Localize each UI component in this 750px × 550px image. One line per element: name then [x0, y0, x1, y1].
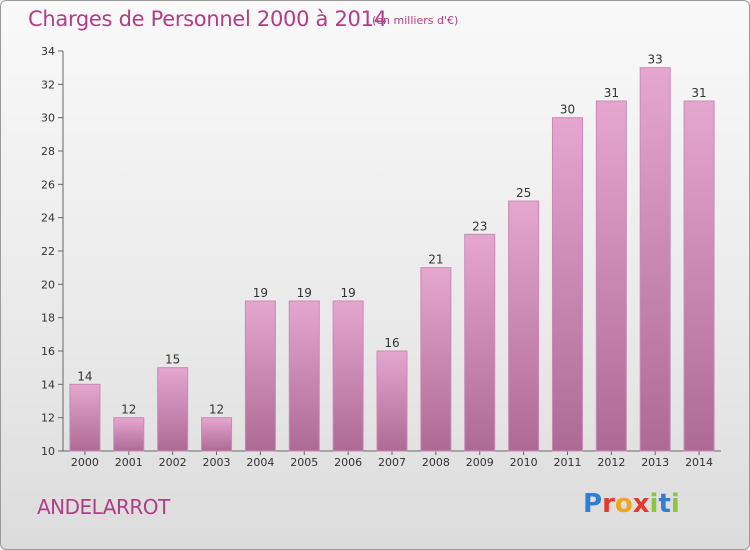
commune-name: ANDELARROT	[37, 495, 170, 519]
bar	[508, 200, 540, 452]
bar	[683, 100, 715, 452]
bar	[332, 300, 364, 452]
bar	[420, 267, 452, 452]
x-tick-label: 2007	[378, 456, 406, 469]
y-tick-label: 10	[41, 445, 55, 458]
y-tick-label: 18	[41, 312, 55, 325]
y-tick-label: 16	[41, 345, 55, 358]
y-tick-label: 24	[41, 212, 55, 225]
proxiti-logo: Proxiti	[583, 489, 680, 519]
bar	[157, 367, 189, 452]
data-label: 31	[691, 86, 706, 100]
bar	[113, 417, 145, 452]
data-label: 33	[648, 53, 663, 67]
x-tick-label: 2014	[685, 456, 713, 469]
y-tick-label: 20	[41, 278, 55, 291]
axes: 10 12 14 16 18 20 22 24 26 28 30 32 34 2000 2001 2002 20…	[41, 45, 721, 469]
y-tick-label: 22	[41, 245, 55, 258]
data-label: 21	[428, 253, 443, 267]
bar	[551, 117, 583, 452]
logo-letter: i	[649, 489, 659, 519]
y-tick-label: 34	[41, 45, 55, 58]
bar	[639, 67, 671, 452]
logo-letter: i	[670, 489, 680, 519]
bar	[69, 383, 101, 452]
x-tick-label: 2004	[246, 456, 274, 469]
logo-letter: o	[614, 489, 633, 519]
logo-letter: x	[632, 489, 650, 519]
data-label: 30	[560, 103, 575, 117]
data-label: 31	[604, 86, 619, 100]
data-label: 12	[209, 403, 224, 417]
logo-letter: P	[583, 489, 603, 519]
x-tick-label: 2003	[203, 456, 231, 469]
data-label: 19	[253, 286, 268, 300]
data-label: 14	[77, 369, 92, 383]
y-tick-label: 12	[41, 412, 55, 425]
bar	[595, 100, 627, 452]
x-tick-label: 2009	[466, 456, 494, 469]
bar	[464, 233, 496, 452]
bar	[201, 417, 233, 452]
data-label: 19	[297, 286, 312, 300]
data-label: 16	[384, 336, 399, 350]
data-label: 15	[165, 353, 180, 367]
x-tick-label: 2005	[290, 456, 318, 469]
x-tick-label: 2013	[641, 456, 669, 469]
x-tick-label: 2006	[334, 456, 362, 469]
x-tick-label: 2002	[159, 456, 187, 469]
bar	[288, 300, 320, 452]
data-label: 25	[516, 186, 531, 200]
y-tick-label: 28	[41, 145, 55, 158]
data-label: 12	[121, 403, 136, 417]
bar	[244, 300, 276, 452]
logo-letter: t	[658, 489, 671, 519]
unit-label: (en milliers d'€)	[372, 14, 459, 27]
data-label: 23	[472, 219, 487, 233]
x-tick-label: 2010	[510, 456, 538, 469]
y-tick-label: 30	[41, 112, 55, 125]
x-tick-label: 2012	[597, 456, 625, 469]
chart-title: Charges de Personnel 2000 à 2014	[28, 7, 387, 31]
x-tick-label: 2011	[553, 456, 581, 469]
bars-group: 14 12 15 12 19 19 19 16 21 23 25 30 31 33 31	[69, 53, 715, 452]
y-tick-label: 14	[41, 378, 55, 391]
logo-letter: r	[602, 489, 615, 519]
bar	[376, 350, 408, 452]
x-tick-label: 2001	[115, 456, 143, 469]
x-tick-label: 2000	[71, 456, 99, 469]
x-tick-label: 2008	[422, 456, 450, 469]
y-tick-label: 26	[41, 178, 55, 191]
data-label: 19	[340, 286, 355, 300]
y-tick-label: 32	[41, 78, 55, 91]
